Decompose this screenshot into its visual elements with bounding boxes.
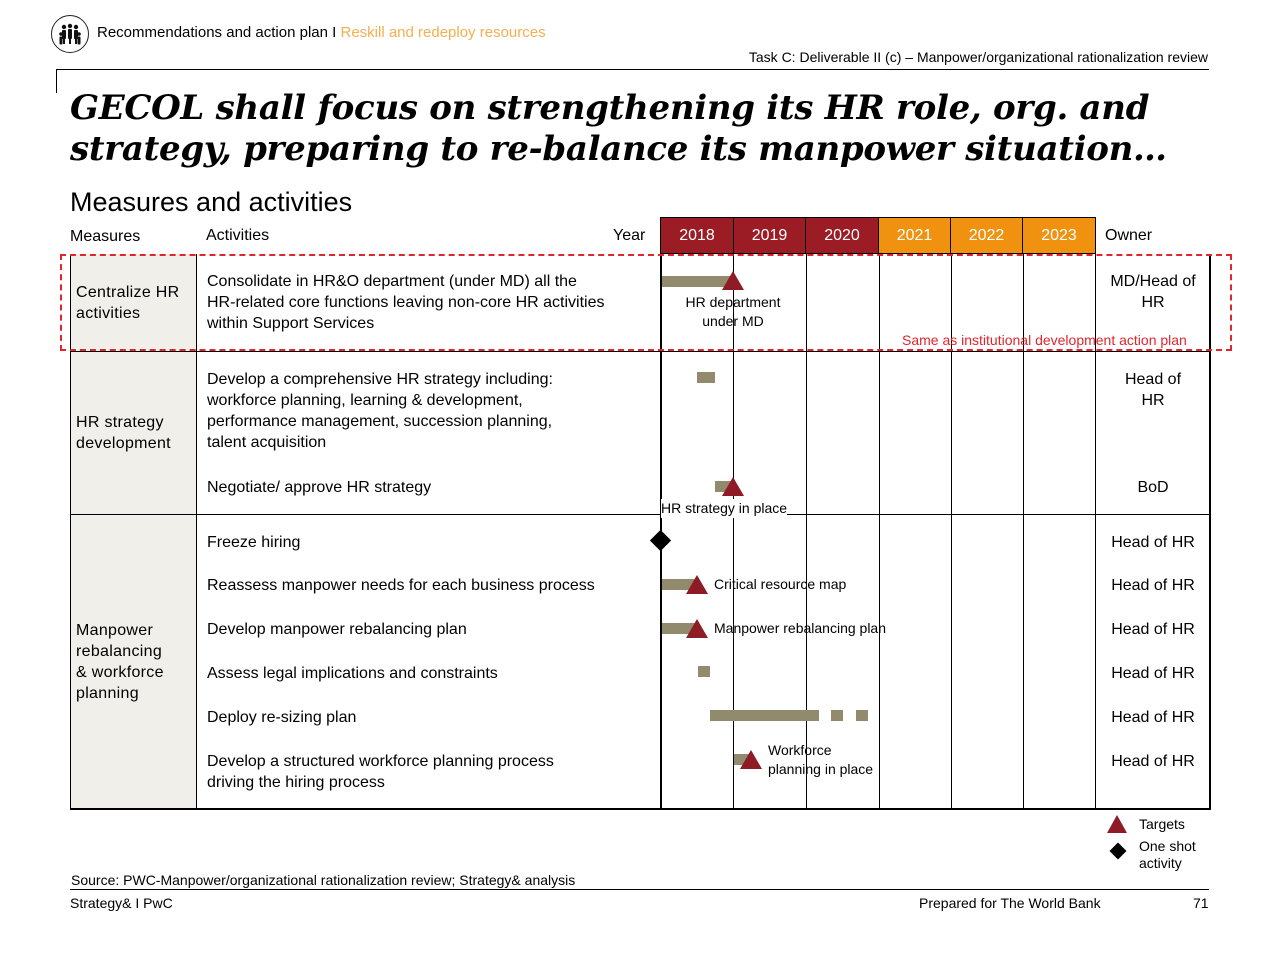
gantt-bar (698, 666, 710, 677)
owner-text: Head of HR (1124, 371, 1182, 409)
table-border-right (1209, 254, 1211, 809)
gantt-gridline (806, 254, 807, 809)
gantt-gridline (1023, 254, 1024, 809)
highlight-dashed-box (60, 254, 1232, 351)
target-triangle-icon (740, 750, 762, 769)
gantt-bar (697, 372, 715, 383)
gantt-bar-dash (856, 710, 868, 721)
owner-text: Head of HR (1111, 534, 1195, 551)
gantt-gridline (951, 254, 952, 809)
highlight-note: Same as institutional development action… (902, 332, 1187, 348)
year-2022: 2022 (951, 218, 1023, 253)
legend-diamond-icon (1109, 842, 1127, 860)
activity-text: Reassess manpower needs for each busines… (207, 577, 595, 594)
row-divider (70, 351, 1210, 352)
owner-text: Head of HR (1111, 753, 1195, 770)
measure-label: Manpower rebalancing & workforce plannin… (76, 622, 164, 702)
milestone-label: Workforce planning in place (768, 742, 874, 777)
target-triangle-icon (686, 619, 708, 638)
breadcrumb: Recommendations and action plan I Reskil… (97, 24, 546, 41)
gantt-gridline (879, 254, 880, 809)
measure-label: Centralize HR activities (76, 284, 180, 322)
year-2020: 2020 (806, 218, 879, 253)
page-title: GECOL shall focus on strengthening its H… (70, 88, 1167, 169)
owner-text: MD/Head of HR (1110, 273, 1196, 311)
activity-text: Consolidate in HR&O department (under MD… (207, 273, 605, 332)
year-2019: 2019 (734, 218, 806, 253)
year-2021: 2021 (879, 218, 951, 253)
target-triangle-icon (722, 271, 744, 290)
milestone-label: HR department under MD (685, 294, 781, 329)
header-rule (56, 69, 1209, 70)
gantt-bar-dash (831, 710, 843, 721)
table-border-left (70, 254, 71, 809)
legend-one-shot-label: One shot activity (1139, 838, 1196, 871)
one-shot-diamond-icon (649, 529, 672, 552)
col-year-header: Year (613, 227, 646, 244)
owner-text: Head of HR (1111, 621, 1195, 638)
owner-text: Head of HR (1111, 709, 1195, 726)
milestone-label: Manpower rebalancing plan (714, 620, 886, 636)
people-logo-icon (51, 15, 89, 53)
owner-text: Head of HR (1111, 577, 1195, 594)
measure-cell-manpower (70, 515, 196, 808)
page-subtitle: Measures and activities (70, 187, 353, 217)
owner-text: Head of HR (1111, 665, 1195, 682)
activity-text: Develop manpower rebalancing plan (207, 621, 467, 638)
target-triangle-icon (686, 575, 708, 594)
activity-text: Freeze hiring (207, 534, 301, 551)
footer-left: Strategy& I PwC (70, 895, 173, 911)
activity-text: Develop a structured workforce planning … (207, 753, 554, 791)
measure-cell-strategy (70, 351, 196, 514)
target-triangle-icon (722, 477, 744, 496)
row-divider (70, 514, 1210, 515)
gantt-bar (662, 623, 697, 634)
gantt-bar (710, 710, 819, 721)
milestone-label: Critical resource map (714, 576, 847, 592)
measure-divider (196, 254, 197, 809)
footer-rule (70, 889, 1209, 890)
col-measures-header: Measures (70, 228, 141, 245)
gantt-border-right (1095, 254, 1096, 809)
milestone-label: HR strategy in place (661, 499, 788, 518)
activity-text: Assess legal implications and constraint… (207, 665, 498, 682)
year-2023: 2023 (1023, 218, 1095, 253)
measure-label: HR strategy development (76, 414, 171, 452)
activity-text: Deploy re-sizing plan (207, 709, 357, 726)
breadcrumb-topic: Reskill and redeploy resources (340, 24, 546, 41)
footer-center: Prepared for The World Bank (919, 895, 1101, 911)
gantt-bar (662, 276, 733, 287)
legend-target-icon (1107, 815, 1127, 833)
measure-cell-centralize (70, 254, 196, 351)
page-number: 71 (1193, 895, 1209, 911)
activity-text: Negotiate/ approve HR strategy (207, 479, 432, 496)
col-activities-header: Activities (206, 227, 270, 244)
gantt-gridline (733, 254, 734, 809)
table-border-bottom (70, 808, 1211, 810)
gantt-bar (662, 579, 697, 590)
year-2018: 2018 (661, 218, 734, 253)
year-header-frame (660, 217, 1096, 254)
legend-targets-label: Targets (1139, 816, 1185, 832)
activity-text: Develop a comprehensive HR strategy incl… (207, 371, 553, 451)
header-tick (56, 69, 57, 93)
source-note: Source: PWC-Manpower/organizational rati… (71, 872, 576, 888)
col-owner-header: Owner (1105, 227, 1153, 244)
breadcrumb-section: Recommendations and action plan I (97, 24, 337, 41)
task-label: Task C: Deliverable II (c) – Manpower/or… (748, 49, 1208, 65)
owner-text: BoD (1137, 479, 1169, 496)
